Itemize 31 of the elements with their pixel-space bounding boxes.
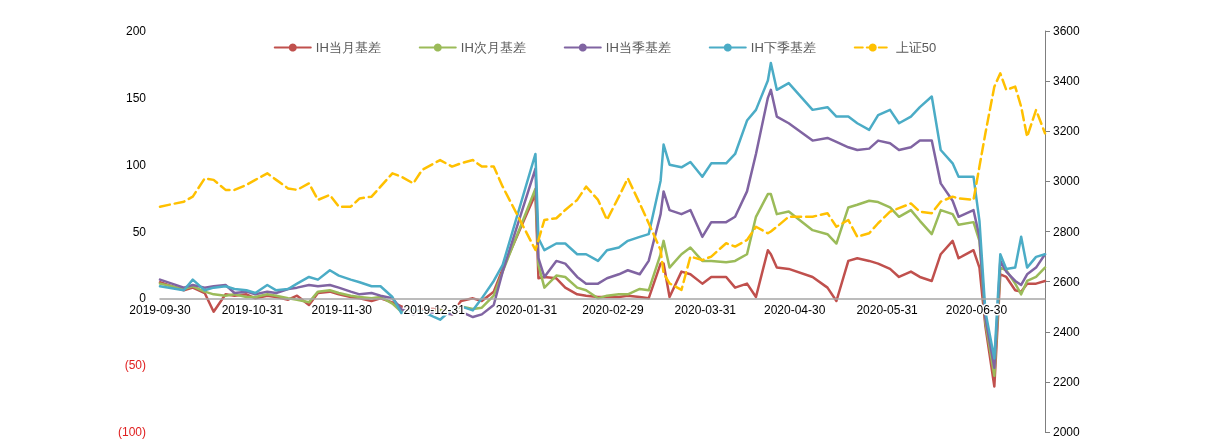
x-tick-label: 2020-05-31 <box>856 303 919 318</box>
y-tick-label: 0 <box>139 291 147 306</box>
y-tick-label: 150 <box>125 90 147 105</box>
x-tick-label: 2020-04-30 <box>764 303 826 318</box>
y2-tick-label: 3400 <box>1053 74 1081 89</box>
legend-label: IH下季基差 <box>750 40 816 55</box>
legend-label: IH当季基差 <box>605 40 671 55</box>
x-tick-label: 2020-02-29 <box>582 303 644 318</box>
y-tick-label: (50) <box>124 358 146 373</box>
y2-tick-label: 2800 <box>1053 224 1081 239</box>
y-tick-label: 50 <box>132 224 147 239</box>
x-tick-label: 2019-09-30 <box>129 303 192 318</box>
y-tick-label: 200 <box>125 24 147 38</box>
y2-tick-label: 2600 <box>1053 274 1081 289</box>
line-series <box>158 72 1047 292</box>
y2-tick-label: 2000 <box>1053 425 1081 439</box>
x-tick-label: 2020-01-31 <box>495 303 558 318</box>
legend-label: IH当月基差 <box>315 40 381 55</box>
x-tick-label: 2019-10-31 <box>221 303 284 318</box>
y-tick-label: 100 <box>125 157 147 172</box>
x-tick-label: 2019-11-30 <box>311 303 373 318</box>
legend-label: 上证50 <box>895 40 937 55</box>
y2-tick-label: 2400 <box>1053 324 1081 339</box>
x-tick-label: 2020-03-31 <box>674 303 737 318</box>
y2-tick-label: 3000 <box>1053 174 1081 189</box>
y-tick-label: (100) <box>117 425 146 439</box>
x-tick-label: 2019-12-31 <box>403 303 466 318</box>
y2-tick-label: 3600 <box>1053 24 1081 38</box>
y2-tick-label: 3200 <box>1053 124 1081 139</box>
y2-tick-label: 2200 <box>1053 374 1081 389</box>
legend-label: IH次月基差 <box>460 40 526 55</box>
